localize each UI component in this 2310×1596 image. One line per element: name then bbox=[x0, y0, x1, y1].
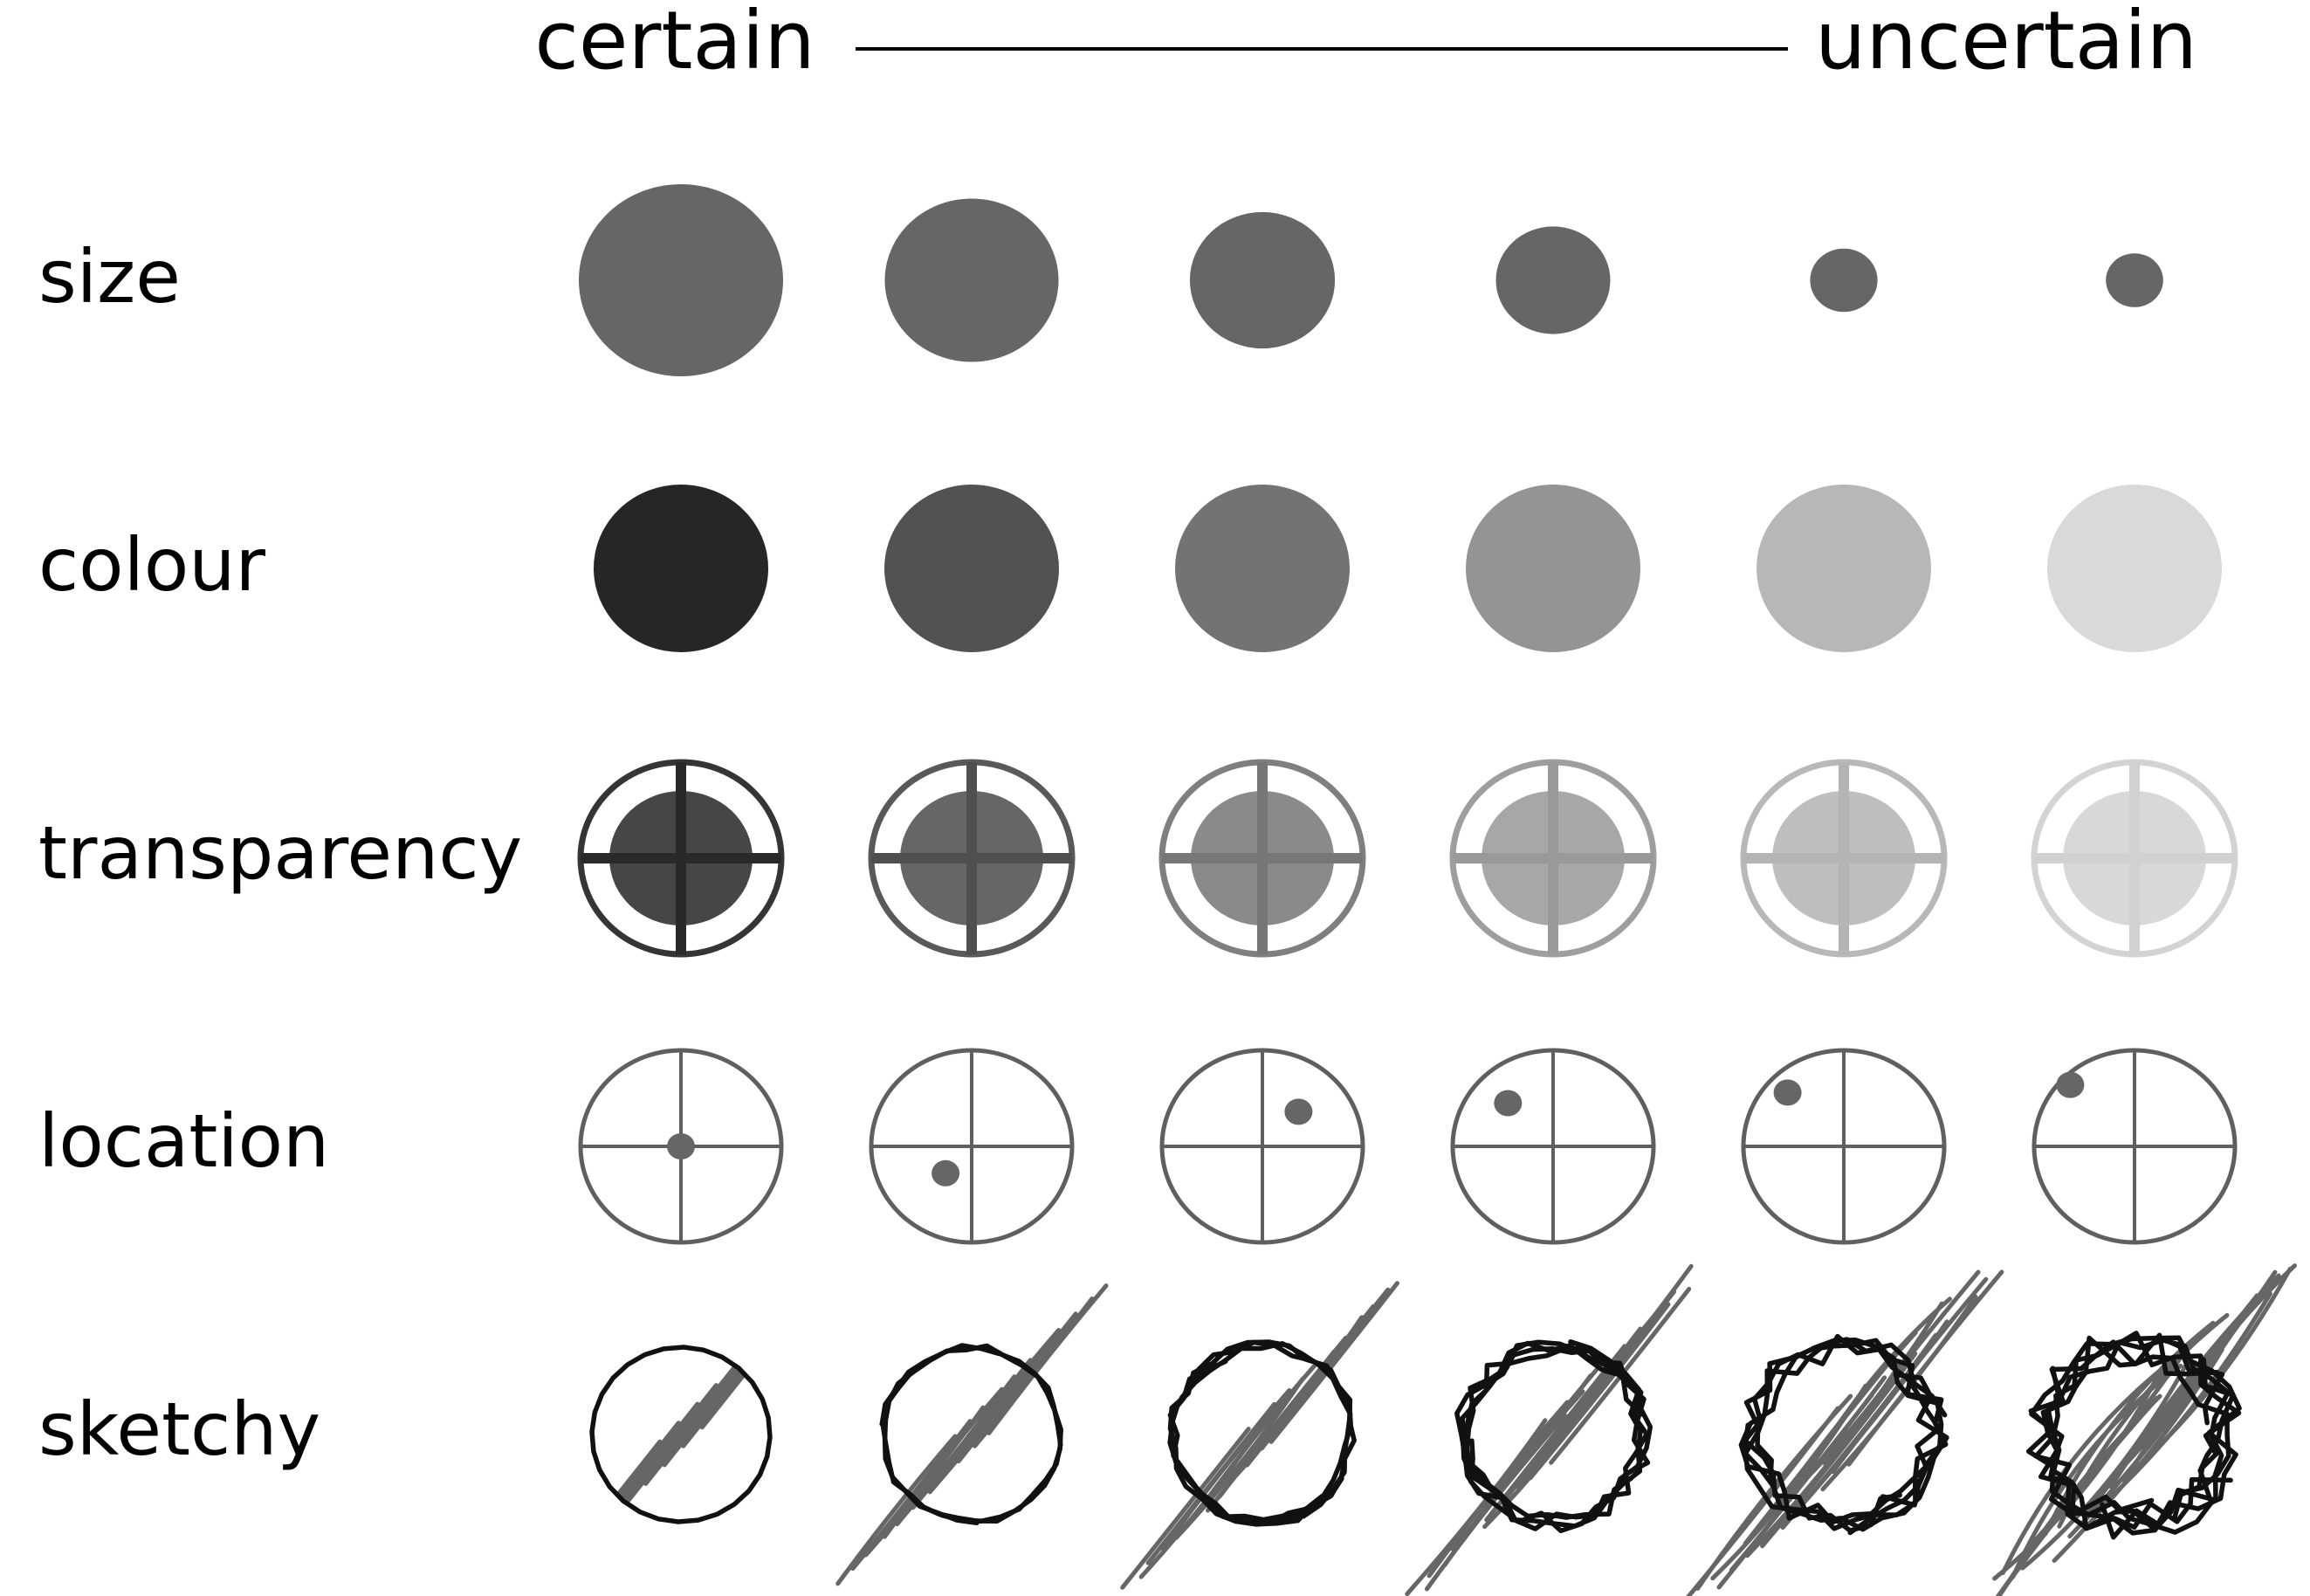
location-dot bbox=[2056, 1071, 2085, 1098]
sketchy-outline bbox=[589, 1345, 773, 1524]
sketchy-glyph-3 bbox=[1120, 1281, 1399, 1590]
location-row bbox=[578, 1048, 2238, 1245]
size-dot-1 bbox=[579, 184, 783, 376]
sketchy-hatch bbox=[595, 1421, 681, 1520]
sketchy-glyph-6 bbox=[1992, 1263, 2297, 1596]
sketchy-hatch bbox=[1794, 1297, 1952, 1494]
row-label-size: size bbox=[38, 234, 181, 320]
sketchy-outline bbox=[879, 1343, 1063, 1524]
transparency-ring bbox=[2031, 759, 2238, 958]
colour-dot-3 bbox=[1175, 485, 1350, 652]
sketchy-hatch bbox=[987, 1283, 1109, 1435]
transparency-glyph-6 bbox=[2031, 759, 2238, 958]
uncertain-label: uncertain bbox=[1815, 0, 2197, 87]
location-glyph-4 bbox=[1450, 1048, 1656, 1245]
colour-dot-2 bbox=[884, 485, 1059, 652]
transparency-row bbox=[577, 759, 2238, 958]
sketchy-glyph-4 bbox=[1405, 1263, 1694, 1596]
sketchy-outline bbox=[1743, 1333, 1942, 1536]
size-row bbox=[579, 184, 2163, 376]
sketchy-hatch bbox=[1550, 1263, 1694, 1442]
certain-label: certain bbox=[534, 0, 815, 87]
sketchy-hatch bbox=[956, 1311, 1078, 1464]
size-dot-4 bbox=[1495, 226, 1611, 334]
location-dot bbox=[1284, 1098, 1313, 1125]
sketchy-hatch bbox=[835, 1434, 958, 1586]
sketchy-hatch bbox=[2057, 1312, 2230, 1529]
row-label-sketchy: sketchy bbox=[38, 1386, 320, 1472]
sketchy-hatch bbox=[1528, 1302, 1671, 1481]
location-dot bbox=[932, 1159, 960, 1187]
sketchy-hatch bbox=[938, 1328, 1062, 1480]
sketchy-hatch bbox=[2124, 1263, 2297, 1479]
colour-dot-4 bbox=[1466, 485, 1640, 652]
sketchy-outline bbox=[2038, 1332, 2231, 1532]
sketchy-outline bbox=[2044, 1331, 2242, 1536]
sketchy-hatch bbox=[624, 1364, 738, 1505]
sketchy-hatch bbox=[1823, 1269, 1981, 1467]
sketchy-hatch bbox=[681, 1349, 767, 1448]
row-label-colour: colour bbox=[38, 522, 266, 608]
sketchy-hatch bbox=[1846, 1269, 2004, 1467]
transparency-core bbox=[2063, 791, 2206, 925]
sketchy-row bbox=[589, 1263, 2297, 1596]
sketchy-outline bbox=[1461, 1345, 1653, 1534]
sketchy-outline bbox=[1743, 1337, 1949, 1532]
sketchy-hatch bbox=[1217, 1335, 1348, 1499]
row-label-location: location bbox=[38, 1098, 329, 1184]
transparency-glyph-5 bbox=[1740, 759, 1948, 958]
sketchy-hatch bbox=[1462, 1359, 1605, 1538]
transparency-glyph-4 bbox=[1449, 759, 1657, 958]
sketchy-outline bbox=[1167, 1339, 1357, 1527]
size-dot-2 bbox=[884, 198, 1059, 362]
sketchy-hatch bbox=[699, 1349, 767, 1430]
sketchy-hatch bbox=[1268, 1281, 1399, 1444]
transparency-glyph-2 bbox=[868, 759, 1076, 958]
sketchy-hatch bbox=[1427, 1400, 1570, 1579]
size-dot-3 bbox=[1189, 211, 1336, 349]
sketchy-outline bbox=[1738, 1337, 1944, 1525]
sketchy-glyph-5 bbox=[1686, 1269, 2004, 1596]
sketchy-hatch bbox=[1405, 1418, 1548, 1596]
colour-dot-6 bbox=[2047, 485, 2222, 652]
transparency-glyph-1 bbox=[577, 759, 785, 958]
colour-row bbox=[594, 485, 2222, 652]
location-glyph-1 bbox=[578, 1048, 784, 1245]
transparency-glyph-3 bbox=[1158, 759, 1366, 958]
sketchy-hatch bbox=[1820, 1294, 1978, 1492]
transparency-ring bbox=[1740, 759, 1948, 958]
colour-dot-1 bbox=[594, 485, 768, 652]
transparency-core bbox=[1772, 791, 1915, 925]
location-glyph-5 bbox=[1741, 1048, 1947, 1245]
sketchy-glyph-1 bbox=[589, 1345, 773, 1524]
sketchy-hatch bbox=[1160, 1388, 1292, 1551]
sketchy-glyph-2 bbox=[835, 1283, 1109, 1586]
location-dot bbox=[1773, 1079, 1802, 1106]
sketchy-outline bbox=[2028, 1339, 2233, 1531]
sketchy-hatch bbox=[595, 1439, 663, 1520]
sketchy-hatch bbox=[882, 1386, 1005, 1539]
location-glyph-3 bbox=[1159, 1048, 1365, 1245]
sketchy-hatch bbox=[662, 1349, 767, 1468]
location-glyph-6 bbox=[2032, 1048, 2238, 1245]
sketchy-hatch bbox=[1549, 1286, 1692, 1465]
sketchy-outline bbox=[1743, 1338, 1949, 1531]
colour-dot-5 bbox=[1757, 485, 1931, 652]
sketchy-hatch bbox=[1695, 1393, 1853, 1591]
location-dot bbox=[1494, 1090, 1523, 1117]
sketchy-hatch bbox=[1120, 1427, 1251, 1590]
transparency-ring bbox=[1449, 759, 1657, 958]
location-dot bbox=[667, 1133, 695, 1159]
size-dot-6 bbox=[2106, 253, 2163, 307]
transparency-core bbox=[1482, 791, 1625, 925]
location-glyph-2 bbox=[869, 1048, 1075, 1245]
sketchy-hatch bbox=[595, 1401, 700, 1520]
row-label-transparency: transparency bbox=[38, 810, 522, 896]
size-dot-5 bbox=[1810, 248, 1878, 313]
